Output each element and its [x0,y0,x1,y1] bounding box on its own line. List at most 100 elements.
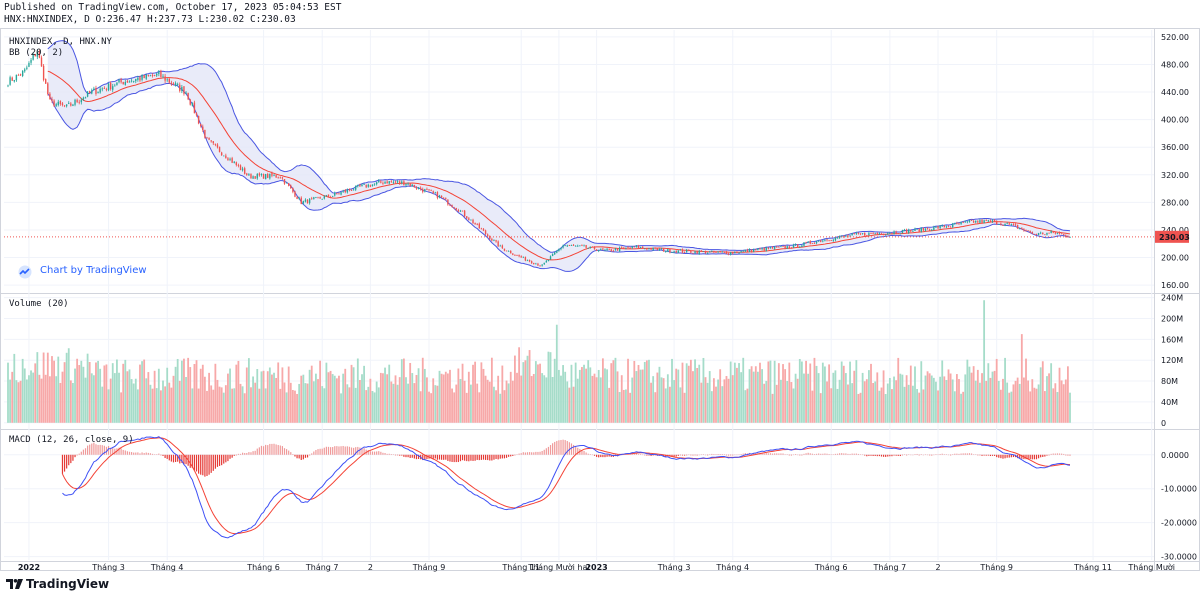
macd-histogram-bar [290,452,292,455]
candle-body [1035,233,1038,235]
candle-body [269,173,271,179]
macd-histogram-bar [70,454,72,464]
time-tick-label: Tháng 3 [91,563,125,572]
candle-body [218,146,221,152]
volume-bar [920,361,923,423]
chart-credit-link[interactable]: Chart by TradingView [40,265,147,276]
candle-body [149,75,152,77]
candle-body [311,198,313,200]
macd-histogram-bar [279,445,281,455]
candle-body [86,91,89,97]
volume-bar [773,360,776,423]
macd-histogram-bar [112,448,114,455]
candle-body [836,237,839,239]
volume-bar [742,357,745,423]
macd-histogram-bar [993,454,996,456]
macd-histogram-bar [147,452,149,455]
candle-body [65,104,68,107]
candle-body [843,235,845,237]
macd-histogram-bar [950,454,952,456]
macd-histogram-bar [252,451,254,455]
candle-body [985,220,987,222]
macd-histogram-bar [715,454,717,455]
candle-body [84,97,87,99]
volume-bar [893,376,895,423]
candle-body [845,235,847,237]
macd-histogram-bar [172,454,175,463]
time-tick-label: Tháng 9 [979,563,1013,572]
candle-body [763,247,765,251]
candle-body [28,63,30,67]
macd-histogram-bar [893,454,895,456]
candle-body [325,195,328,196]
macd-histogram-bar [508,454,510,457]
macd-histogram-bar [709,454,711,455]
candle-body [334,192,336,196]
candle-body [625,247,627,249]
candle-body [227,158,229,161]
macd-histogram-bar [118,447,120,455]
volume-tick-label: 240M [1161,294,1183,303]
candle-body [889,233,891,234]
macd-histogram-bar [315,450,317,455]
macd-histogram-bar [774,453,776,455]
candle-body [422,189,424,192]
macd-histogram-bar [101,445,103,455]
candle-body [80,99,83,103]
volume-bar [377,387,380,423]
volume-bar [999,389,1002,423]
volume-bar [593,373,596,423]
volume-bar [641,369,644,423]
macd-histogram-bar [671,454,673,457]
candle-body [593,247,596,250]
macd-histogram-bar [1000,454,1002,459]
candle-body [329,197,332,198]
candle-body [778,246,780,248]
volume-bar [256,369,259,423]
macd-histogram-bar [470,454,472,461]
macd-histogram-bar [225,454,227,463]
macd-histogram-bar [730,454,732,456]
macd-histogram-bar [493,454,495,460]
candle-body [258,173,261,176]
macd-histogram-bar [727,454,730,456]
volume-bar [162,380,164,423]
macd-histogram-bar [753,453,755,455]
volume-bar [394,375,397,423]
last-price-badge [1155,230,1189,243]
volume-bar [216,379,219,423]
candle-body [1058,232,1061,234]
macd-histogram-bar [885,454,887,457]
candle-body [317,197,319,199]
macd-histogram-bar [646,454,648,456]
macd-histogram-bar [438,454,441,460]
macd-histogram-bar [1025,454,1027,460]
candle-body [822,240,824,242]
macd-histogram-bar [198,454,200,474]
volume-bar [382,373,384,423]
volume-bar [895,380,898,423]
macd-histogram-bar [376,451,378,455]
macd-histogram-bar [411,454,413,458]
volume-bar [308,369,311,423]
macd-histogram-bar [857,453,860,455]
candle-body [732,252,734,254]
macd-histogram-bar [424,454,426,460]
candle-body [357,185,359,187]
macd-histogram-bar [338,446,340,455]
candle-body [960,222,962,224]
macd-histogram-bar [254,450,256,455]
macd-histogram-bar [235,454,237,456]
volume-bar [476,383,479,423]
macd-histogram-bar [306,454,309,458]
time-tick-label: 2023 [585,563,607,572]
volume-bar [69,380,72,423]
candle-body [700,250,703,252]
candle-body [549,256,552,260]
volume-bar [88,362,91,423]
candle-body [652,247,654,251]
candle-body [935,226,937,228]
macd-histogram-bar [436,454,439,460]
candle-body [7,85,9,87]
